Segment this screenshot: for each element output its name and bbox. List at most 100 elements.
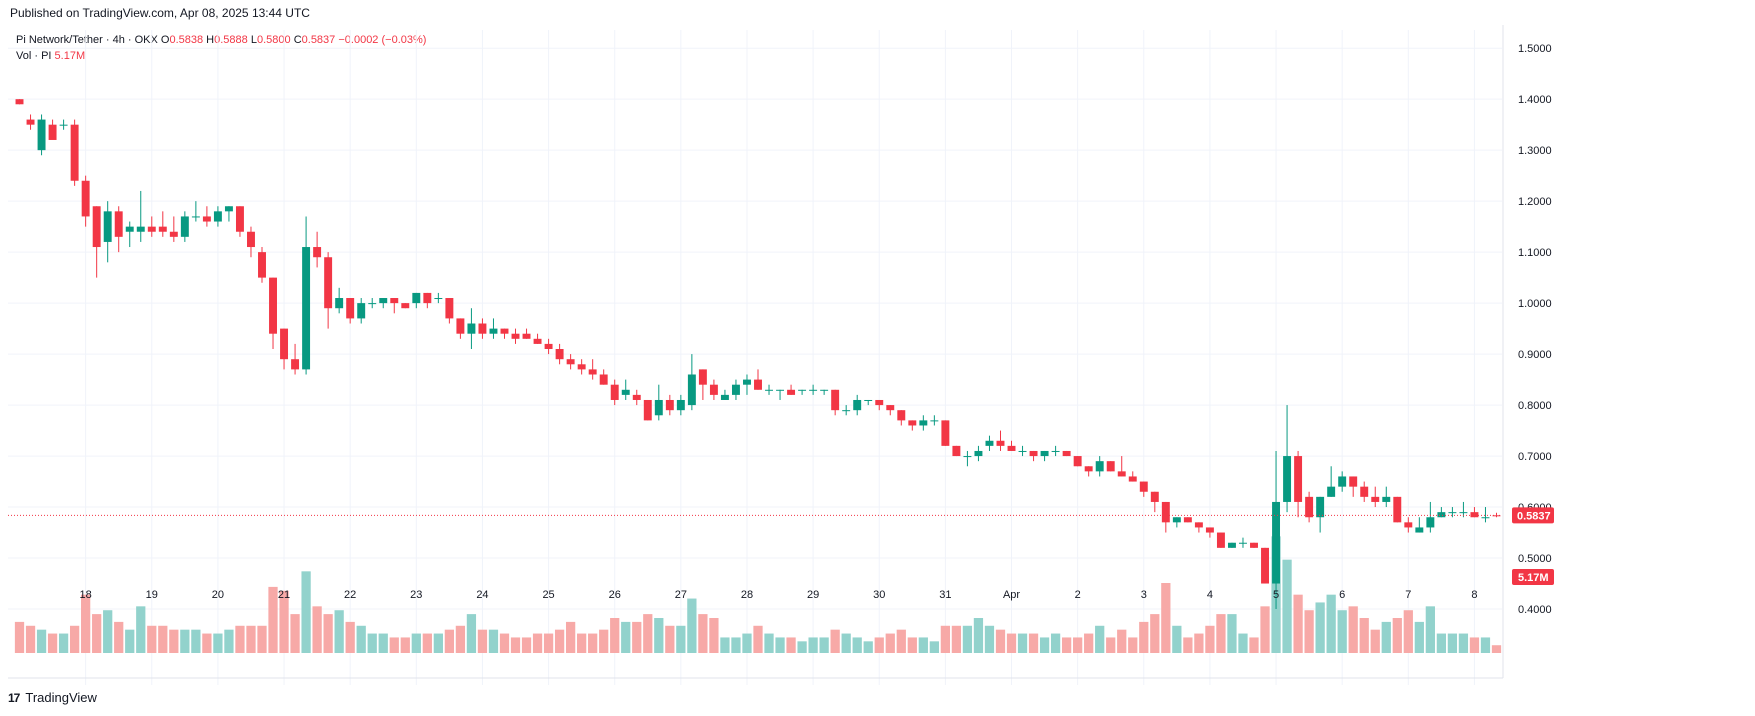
footer-brand[interactable]: 17 TradingView bbox=[8, 690, 97, 705]
volume-bar bbox=[764, 633, 774, 653]
volume-bar bbox=[69, 625, 80, 653]
volume-bar bbox=[246, 625, 256, 653]
candle-body bbox=[1117, 471, 1126, 477]
volume-bar bbox=[389, 637, 399, 653]
volume-bar bbox=[1326, 594, 1336, 653]
candle-body bbox=[1029, 450, 1038, 457]
x-tick-label: 29 bbox=[807, 589, 819, 601]
candle-body bbox=[335, 298, 344, 309]
candle-body bbox=[500, 328, 509, 334]
volume-bar bbox=[147, 625, 157, 653]
volume-bar bbox=[1073, 637, 1083, 653]
volume-bar bbox=[808, 637, 818, 653]
x-tick-label: Apr bbox=[1003, 589, 1020, 601]
volume-value: 5.17M bbox=[54, 50, 86, 62]
candle-body bbox=[379, 298, 388, 304]
candle-body bbox=[103, 211, 112, 242]
candle-body bbox=[544, 343, 553, 349]
x-tick-label: 25 bbox=[542, 589, 554, 601]
candle-body bbox=[445, 298, 454, 319]
y-tick-label: 1.0000 bbox=[1518, 298, 1552, 310]
candle-body bbox=[522, 333, 531, 339]
candle-body bbox=[434, 298, 443, 300]
volume-bar bbox=[213, 633, 223, 653]
candle-body bbox=[1073, 456, 1082, 467]
x-tick-label: 19 bbox=[146, 589, 158, 601]
volume-bar bbox=[411, 633, 421, 653]
y-tick-label: 1.4000 bbox=[1518, 94, 1552, 106]
volume-bar bbox=[599, 629, 609, 653]
volume-bar bbox=[819, 637, 829, 653]
candle-body bbox=[698, 369, 707, 385]
x-tick-label: 3 bbox=[1141, 589, 1147, 601]
x-tick-label: 27 bbox=[675, 589, 687, 601]
candle-body bbox=[754, 379, 762, 390]
x-tick-label: 28 bbox=[741, 589, 753, 601]
volume-bar bbox=[775, 637, 785, 653]
candle-body bbox=[709, 384, 718, 395]
candle-body bbox=[158, 226, 167, 232]
volume-bar bbox=[1436, 633, 1447, 653]
y-tick-label: 1.3000 bbox=[1518, 145, 1552, 157]
volume-bar bbox=[896, 629, 906, 653]
volume-bar bbox=[698, 614, 708, 653]
x-tick-label: 21 bbox=[278, 589, 290, 601]
candle-body bbox=[787, 389, 796, 395]
candle-body bbox=[258, 252, 266, 278]
candle-body bbox=[831, 389, 840, 411]
candle-body bbox=[842, 410, 851, 412]
volume-bar bbox=[136, 606, 146, 653]
volume-label: Vol · PI bbox=[16, 50, 52, 62]
y-tick-label: 0.5000 bbox=[1518, 553, 1552, 565]
high-label: H bbox=[206, 34, 215, 46]
candle-body bbox=[731, 384, 740, 395]
candle-body bbox=[875, 399, 884, 406]
candle-body bbox=[1161, 501, 1170, 523]
volume-bar bbox=[1205, 625, 1215, 653]
x-tick-label: 31 bbox=[939, 589, 951, 601]
candle-body bbox=[897, 410, 906, 421]
close-label: C bbox=[293, 34, 302, 46]
x-tick-label: 2 bbox=[1075, 589, 1081, 601]
candle-body bbox=[1415, 527, 1424, 533]
volume-bar bbox=[687, 598, 697, 653]
candle-body bbox=[1216, 532, 1225, 548]
candle-body bbox=[247, 231, 255, 248]
volume-bar bbox=[995, 629, 1006, 653]
volume-bar bbox=[665, 625, 675, 653]
x-tick-label: 22 bbox=[344, 589, 356, 601]
open-value: 0.5838 bbox=[169, 34, 204, 46]
volume-bar bbox=[1425, 606, 1435, 653]
volume-bar bbox=[202, 633, 212, 653]
candle-body bbox=[213, 211, 222, 222]
candle-body bbox=[1283, 456, 1292, 502]
candle-body bbox=[820, 389, 829, 391]
volume-bar bbox=[81, 594, 91, 653]
candle-body bbox=[180, 216, 189, 237]
candle-body bbox=[1316, 496, 1325, 518]
x-tick-label: 6 bbox=[1339, 589, 1345, 601]
y-tick-label: 0.8000 bbox=[1518, 400, 1552, 412]
candle-body bbox=[930, 420, 939, 422]
candle-body bbox=[1448, 512, 1457, 514]
candle-body bbox=[643, 399, 652, 421]
volume-bar bbox=[356, 625, 366, 653]
volume-bar bbox=[400, 637, 410, 653]
candle-body bbox=[1040, 450, 1049, 457]
volume-bar bbox=[1150, 614, 1160, 653]
volume-bar bbox=[543, 633, 554, 653]
volume-bar bbox=[532, 633, 543, 653]
volume-bar bbox=[235, 625, 245, 653]
candle-body bbox=[919, 420, 928, 426]
volume-bar bbox=[1348, 606, 1358, 653]
candle-body bbox=[1239, 542, 1247, 544]
candle-body bbox=[92, 206, 101, 248]
candle-body bbox=[1051, 450, 1060, 452]
volume-bar bbox=[1017, 633, 1028, 653]
volume-bar bbox=[58, 633, 69, 653]
volume-bar bbox=[345, 621, 355, 653]
volume-bar bbox=[378, 633, 388, 653]
volume-bar bbox=[268, 586, 278, 653]
volume-bar bbox=[290, 614, 300, 653]
